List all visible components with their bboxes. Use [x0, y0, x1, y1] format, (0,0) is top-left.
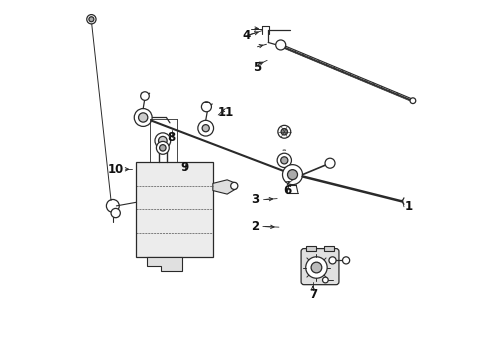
Circle shape [106, 199, 119, 212]
Bar [323, 246, 334, 251]
Circle shape [139, 113, 148, 122]
Circle shape [306, 257, 327, 278]
Circle shape [276, 40, 286, 50]
Circle shape [325, 158, 335, 168]
Circle shape [141, 92, 149, 100]
Text: 3: 3 [251, 193, 259, 206]
Circle shape [89, 17, 94, 22]
Circle shape [134, 109, 152, 126]
Circle shape [111, 208, 121, 218]
Circle shape [198, 120, 214, 136]
Circle shape [343, 257, 350, 264]
Circle shape [159, 136, 167, 145]
Circle shape [160, 145, 166, 151]
Circle shape [410, 98, 416, 104]
Polygon shape [147, 257, 182, 271]
Circle shape [329, 257, 336, 264]
FancyBboxPatch shape [301, 249, 339, 285]
Circle shape [311, 262, 322, 273]
Circle shape [278, 125, 291, 138]
Circle shape [277, 153, 292, 167]
Circle shape [87, 15, 96, 24]
Text: 7: 7 [309, 288, 317, 301]
Text: 11: 11 [217, 105, 233, 119]
Text: 9: 9 [181, 161, 189, 174]
Text: 1: 1 [405, 200, 413, 213]
Text: 2: 2 [251, 220, 259, 233]
Circle shape [202, 125, 209, 132]
Polygon shape [213, 180, 236, 194]
Circle shape [281, 129, 288, 135]
Circle shape [322, 277, 328, 283]
Circle shape [156, 141, 169, 154]
Circle shape [201, 102, 211, 112]
Polygon shape [279, 44, 415, 102]
Circle shape [283, 165, 302, 185]
Text: 5: 5 [253, 61, 261, 74]
Circle shape [231, 182, 238, 189]
Text: 10: 10 [108, 163, 124, 176]
Bar [306, 246, 317, 251]
Text: 8: 8 [168, 131, 176, 144]
Text: 6: 6 [283, 184, 291, 197]
Text: 4: 4 [243, 29, 251, 42]
Circle shape [155, 133, 171, 149]
Circle shape [288, 170, 297, 180]
Circle shape [281, 157, 288, 164]
Bar [136, 162, 213, 257]
